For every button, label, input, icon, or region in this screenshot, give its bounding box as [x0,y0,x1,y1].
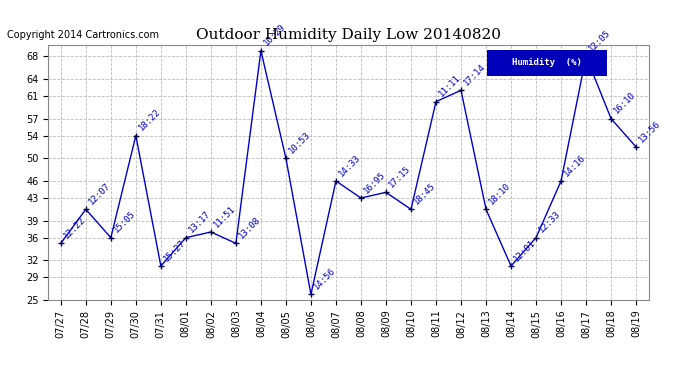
Text: 15:27: 15:27 [162,238,188,263]
Text: 14:16: 14:16 [562,153,588,178]
Text: Copyright 2014 Cartronics.com: Copyright 2014 Cartronics.com [7,30,159,40]
Text: 11:11: 11:11 [437,74,462,99]
Text: 13:08: 13:08 [237,215,262,240]
Text: 14:33: 14:33 [337,153,362,178]
Title: Outdoor Humidity Daily Low 20140820: Outdoor Humidity Daily Low 20140820 [196,28,501,42]
Text: 10:29: 10:29 [262,22,288,48]
Text: 13:56: 13:56 [638,119,662,144]
Text: 12:22: 12:22 [62,215,88,240]
Text: 18:45: 18:45 [412,181,437,207]
Text: 16:10: 16:10 [612,90,638,116]
Text: 12:01: 12:01 [512,238,538,263]
Text: 10:53: 10:53 [287,130,313,156]
Text: 12:05: 12:05 [587,28,613,54]
Text: 12:33: 12:33 [538,210,562,235]
Text: 15:05: 15:05 [112,210,137,235]
Text: 12:07: 12:07 [87,181,112,207]
Text: 17:14: 17:14 [462,62,488,87]
Text: 13:17: 13:17 [187,210,213,235]
Text: 14:56: 14:56 [312,266,337,291]
Text: 18:22: 18:22 [137,108,162,133]
Text: 11:51: 11:51 [212,204,237,229]
Text: 16:95: 16:95 [362,170,388,195]
Text: 17:15: 17:15 [387,164,413,189]
Text: 18:10: 18:10 [487,181,513,207]
